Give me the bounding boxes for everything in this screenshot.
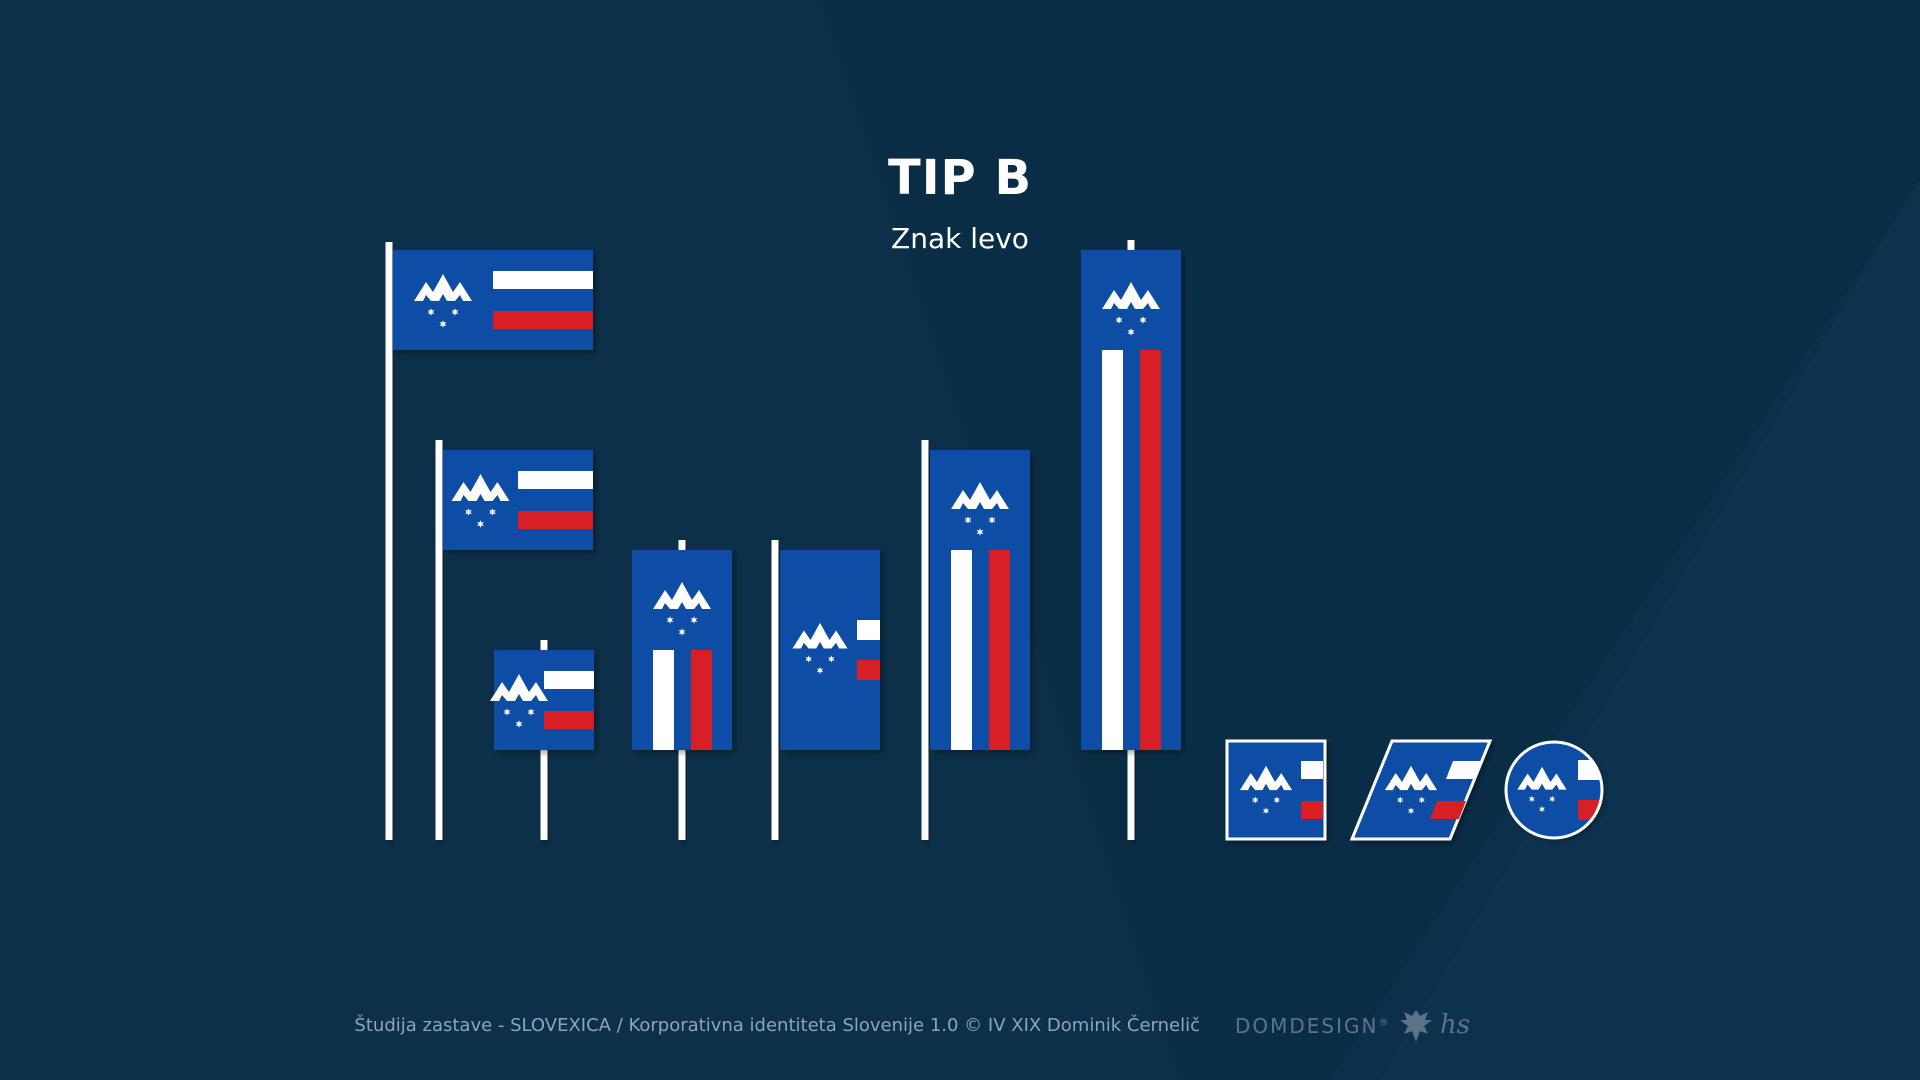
- flag-field: [393, 250, 593, 350]
- mountain-shape: [451, 474, 510, 501]
- star-icon: [1539, 805, 1545, 813]
- flag-stripe-red: [518, 511, 593, 529]
- star-icon: [690, 616, 698, 624]
- flag-stripe-red: [493, 311, 593, 329]
- star-icon: [1139, 316, 1147, 324]
- mountain-emblem-icon: [1239, 765, 1293, 815]
- star-icon: [964, 516, 972, 524]
- star-icon: [1252, 796, 1259, 804]
- star-icon: [427, 308, 435, 316]
- mountain-emblem-icon: [451, 474, 510, 528]
- page-title: TIP B: [887, 150, 1033, 206]
- mountain-emblem-icon: [1384, 765, 1438, 815]
- mountain-shape: [1517, 766, 1567, 790]
- star-icon: [1262, 807, 1270, 815]
- mountain-emblem-icon: [792, 622, 848, 675]
- flag-vertical: [1081, 250, 1181, 750]
- page-subtitle: Znak levo: [891, 222, 1029, 255]
- star-icon: [503, 708, 511, 716]
- flag-stripe-white: [544, 671, 594, 689]
- star-icon: [678, 628, 686, 636]
- star-icon: [1528, 795, 1535, 803]
- mountain-emblem-icon: [951, 482, 1009, 536]
- star-icon: [666, 616, 674, 624]
- star-icon: [515, 720, 523, 728]
- star-icon: [828, 655, 835, 663]
- mountain-emblem-icon: [1517, 766, 1567, 813]
- brand-logo: DOMDESIGN®: [1235, 1014, 1389, 1038]
- flag-stripe-red: [857, 660, 880, 680]
- mountain-shape: [1384, 765, 1438, 791]
- flag-field: [780, 550, 880, 750]
- star-icon: [1407, 807, 1415, 815]
- star-icon: [1115, 316, 1123, 324]
- flag-stripe-red: [1430, 801, 1466, 819]
- flag-pole: [435, 440, 443, 840]
- badge-circle: [1504, 740, 1604, 840]
- star-icon: [477, 520, 484, 528]
- mountain-shape: [653, 582, 711, 609]
- flag-stripe-red: [544, 711, 594, 729]
- mountain-emblem-icon: [414, 274, 472, 328]
- mountain-shape: [951, 482, 1009, 509]
- background-shape: [1330, 180, 1920, 1080]
- star-icon: [451, 308, 459, 316]
- star-icon: [1397, 796, 1404, 804]
- mountain-shape: [490, 674, 548, 701]
- brand-name: DOMDESIGN: [1235, 1014, 1379, 1038]
- star-icon: [805, 655, 812, 663]
- mountain-shape: [1239, 765, 1293, 791]
- star-icon: [439, 320, 447, 328]
- flag-horizontal: [490, 650, 594, 750]
- flag-stripe-white: [857, 620, 880, 640]
- mountain-emblem-icon: [1102, 282, 1160, 336]
- flag-stripe-white: [493, 271, 593, 289]
- flag-field: [1081, 250, 1181, 750]
- flag-vertical: [930, 450, 1030, 750]
- flag-vertical-side-stripes: [780, 550, 880, 750]
- eagle-crest-icon: [1400, 1010, 1432, 1042]
- flag-stripe-white: [1102, 350, 1123, 750]
- flag-horizontal: [443, 450, 593, 550]
- mountain-shape: [792, 622, 848, 649]
- star-icon: [988, 516, 996, 524]
- star-icon: [1549, 795, 1556, 803]
- flag-field: [632, 550, 732, 750]
- flag-vertical: [632, 550, 732, 750]
- background-shape: [0, 520, 700, 1080]
- flag-field: [443, 450, 593, 550]
- star-icon: [816, 666, 824, 675]
- flag-stripe-white: [951, 550, 972, 750]
- flag-stripe-white: [1446, 761, 1482, 779]
- mountain-emblem-icon: [653, 582, 711, 636]
- flag-pole: [385, 242, 393, 840]
- mountain-shape: [1102, 282, 1160, 309]
- mountain-shape: [414, 274, 472, 301]
- star-icon: [489, 508, 496, 516]
- flag-pole: [921, 440, 929, 840]
- flag-stripe-red: [989, 550, 1010, 750]
- flag-stripe-white: [653, 650, 674, 750]
- flag-pole: [771, 540, 779, 840]
- flag-stripe-red: [691, 650, 712, 750]
- star-icon: [976, 528, 984, 536]
- star-icon: [1273, 796, 1280, 804]
- brand-registered-mark: ®: [1378, 1017, 1389, 1029]
- flag-horizontal: [393, 250, 593, 350]
- badge-border: [1504, 740, 1604, 840]
- hs-logo: hs: [1440, 1010, 1471, 1040]
- footer-credits: Študija zastave - SLOVEXICA / Korporativ…: [354, 1015, 1200, 1036]
- badge-parallelogram: [1349, 739, 1493, 841]
- flag-stripe-red: [1301, 801, 1323, 819]
- mountain-emblem-icon: [490, 674, 548, 728]
- star-icon: [527, 708, 535, 716]
- flag-stripe-white: [518, 471, 593, 489]
- flag-stripe-red: [1140, 350, 1161, 750]
- star-icon: [1127, 328, 1135, 336]
- badge-square: [1225, 739, 1327, 841]
- star-icon: [465, 508, 472, 516]
- star-icon: [1418, 796, 1425, 804]
- flag-stripe-white: [1301, 761, 1323, 779]
